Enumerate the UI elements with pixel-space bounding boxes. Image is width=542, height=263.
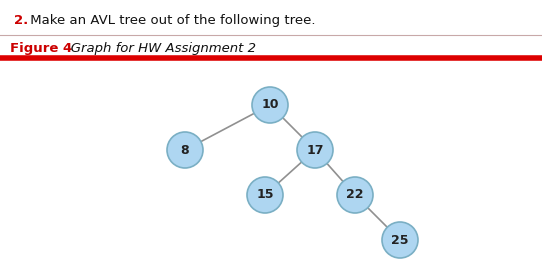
- Circle shape: [252, 87, 288, 123]
- Text: 22: 22: [346, 189, 364, 201]
- Text: 25: 25: [391, 234, 409, 246]
- Text: 17: 17: [306, 144, 324, 156]
- Text: 8: 8: [180, 144, 189, 156]
- Circle shape: [297, 132, 333, 168]
- Text: Make an AVL tree out of the following tree.: Make an AVL tree out of the following tr…: [26, 14, 315, 27]
- Circle shape: [167, 132, 203, 168]
- Text: Graph for HW Assignment 2: Graph for HW Assignment 2: [58, 42, 256, 55]
- Text: 15: 15: [256, 189, 274, 201]
- Text: 2.: 2.: [14, 14, 28, 27]
- Circle shape: [247, 177, 283, 213]
- Circle shape: [337, 177, 373, 213]
- Text: Figure 4: Figure 4: [10, 42, 72, 55]
- Circle shape: [382, 222, 418, 258]
- Text: 10: 10: [261, 99, 279, 112]
